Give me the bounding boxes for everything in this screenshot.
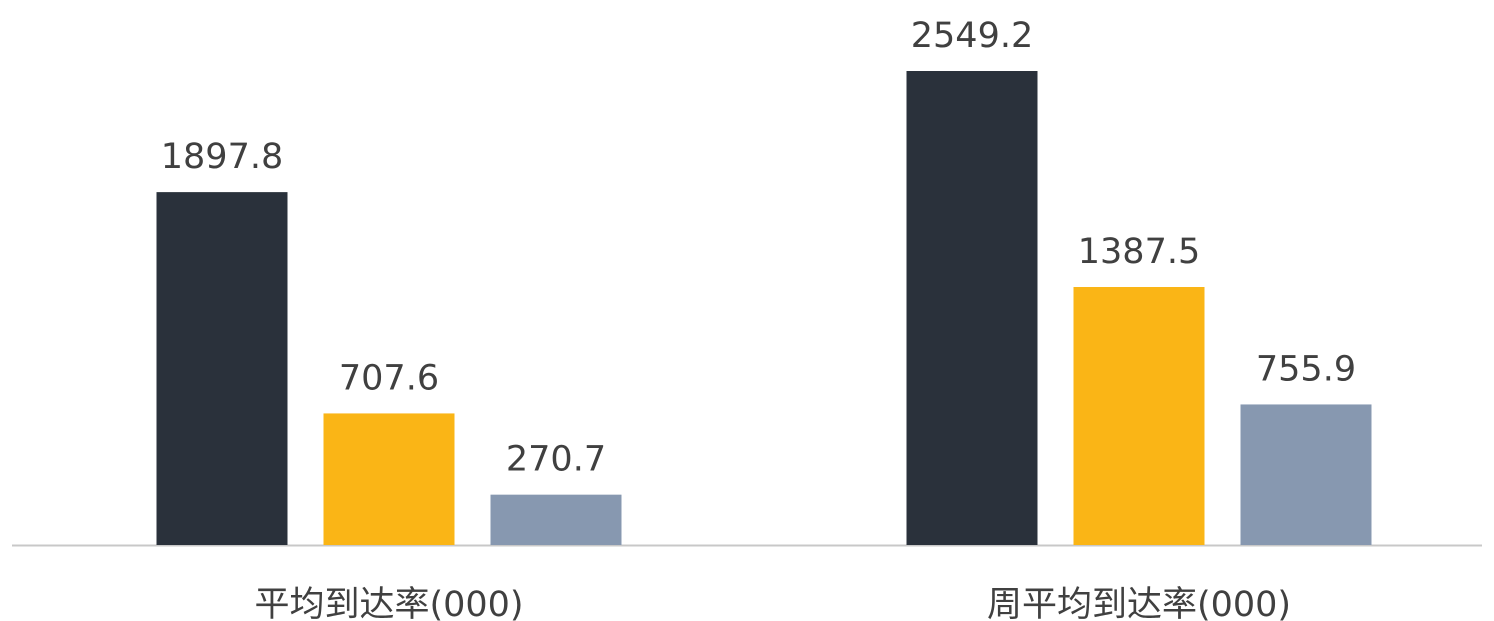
bar bbox=[156, 192, 288, 545]
bar bbox=[490, 494, 622, 545]
data-label: 270.7 bbox=[506, 440, 606, 480]
data-label: 2549.2 bbox=[911, 16, 1033, 56]
bar bbox=[1240, 404, 1372, 545]
data-label: 707.6 bbox=[339, 358, 439, 398]
data-label: 755.9 bbox=[1256, 349, 1356, 389]
x-tick-label: 周平均到达率(000) bbox=[987, 585, 1291, 621]
data-label: 1897.8 bbox=[161, 137, 283, 177]
x-tick-label: 平均到达率(000) bbox=[254, 585, 523, 621]
data-label: 1387.5 bbox=[1078, 232, 1200, 272]
bar bbox=[1073, 287, 1205, 545]
bar bbox=[323, 413, 455, 545]
bar bbox=[906, 71, 1038, 545]
